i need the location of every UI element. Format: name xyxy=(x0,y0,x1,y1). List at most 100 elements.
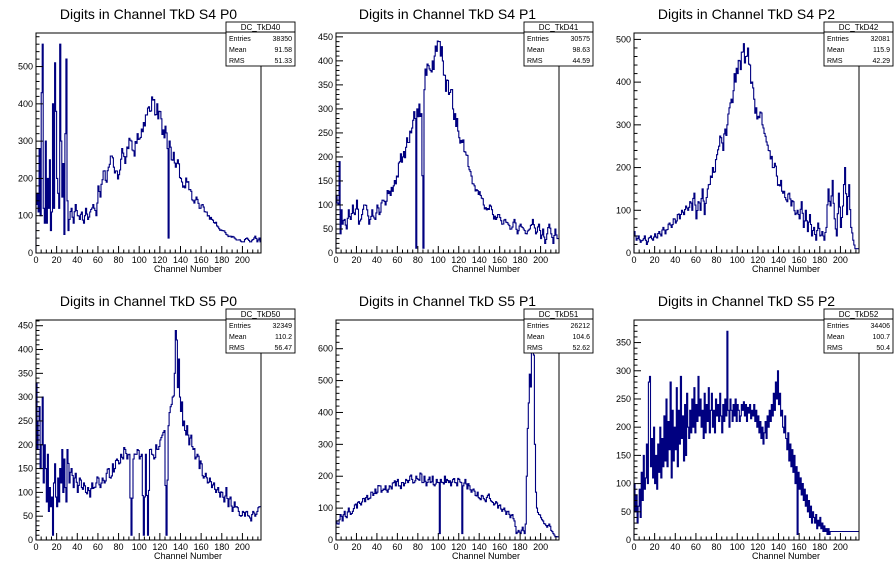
x-tick-label: 160 xyxy=(492,542,507,552)
x-tick-label: 140 xyxy=(771,542,786,552)
y-tick-label: 300 xyxy=(318,439,333,449)
stats-label: Entries xyxy=(827,323,849,330)
stats-label: Mean xyxy=(827,334,845,341)
stats-box-title: DC_TkD42 xyxy=(839,23,879,32)
x-tick-label: 40 xyxy=(372,542,382,552)
y-tick-label: 250 xyxy=(616,394,631,404)
y-tick-label: 100 xyxy=(318,503,333,513)
stats-label: Entries xyxy=(827,36,849,43)
stats-value: 115.9 xyxy=(873,47,890,54)
x-tick-label: 80 xyxy=(712,542,722,552)
x-axis-label: Channel Number xyxy=(154,551,222,561)
stats-label: Mean xyxy=(229,334,247,341)
x-tick-label: 0 xyxy=(33,542,38,552)
panel-6: Digits in Channel TkD S5 P2 0 20 40 60 80 100 1… xyxy=(616,293,894,561)
x-tick-label: 20 xyxy=(52,542,62,552)
stats-label: RMS xyxy=(827,58,843,65)
y-tick-label: 300 xyxy=(616,120,631,130)
y-tick-label: 50 xyxy=(323,224,333,234)
y-tick-label: 400 xyxy=(616,77,631,87)
panel-3: Digits in Channel TkD S4 P2 0 20 40 60 80 100 1… xyxy=(616,6,894,274)
histogram-line xyxy=(35,329,261,540)
y-tick-label: 300 xyxy=(318,104,333,114)
x-tick-label: 80 xyxy=(413,255,423,265)
histogram-line xyxy=(335,40,559,253)
x-tick-label: 200 xyxy=(235,542,250,552)
stats-label: Mean xyxy=(229,47,247,54)
x-tick-label: 20 xyxy=(351,542,361,552)
x-tick-label: 120 xyxy=(451,542,466,552)
y-tick-label: 0 xyxy=(626,535,631,545)
x-tick-label: 0 xyxy=(333,255,338,265)
stats-label: Entries xyxy=(527,323,549,330)
y-tick-label: 150 xyxy=(616,450,631,460)
x-tick-label: 100 xyxy=(730,255,745,265)
y-tick-label: 500 xyxy=(616,34,631,44)
y-tick-label: 250 xyxy=(18,416,33,426)
stats-label: Mean xyxy=(527,47,545,54)
x-axis-label: Channel Number xyxy=(452,551,520,561)
chart-title: Digits in Channel TkD S4 P0 xyxy=(60,6,237,22)
panel-1: Digits in Channel TkD S4 P0 0 20 40 60 80 100 1… xyxy=(18,6,296,274)
stats-label: Mean xyxy=(527,334,545,341)
x-tick-label: 60 xyxy=(392,255,402,265)
y-tick-label: 400 xyxy=(318,56,333,66)
x-tick-label: 140 xyxy=(173,255,188,265)
stats-box: DC_TkD50 Entries 32349 Mean 110.2 RMS 56.47 xyxy=(225,308,296,354)
stats-value: 56.47 xyxy=(274,345,292,352)
stats-value: 52.62 xyxy=(572,345,590,352)
chart-title: Digits in Channel TkD S4 P1 xyxy=(359,6,536,22)
stats-value: 32349 xyxy=(273,323,293,330)
x-tick-label: 160 xyxy=(792,542,807,552)
y-tick-label: 200 xyxy=(616,163,631,173)
stats-value: 91.58 xyxy=(274,47,292,54)
x-tick-label: 160 xyxy=(792,255,807,265)
stats-box-frame xyxy=(523,21,594,67)
stats-value: 32081 xyxy=(871,36,891,43)
y-tick-label: 0 xyxy=(328,248,333,258)
x-tick-label: 160 xyxy=(194,542,209,552)
stats-label: Mean xyxy=(827,47,845,54)
stats-box-frame xyxy=(225,308,296,354)
x-tick-label: 200 xyxy=(235,255,250,265)
stats-value: 51.33 xyxy=(274,58,292,65)
stats-box-frame xyxy=(823,308,894,354)
stats-box: DC_TkD41 Entries 30575 Mean 98.63 RMS 44.59 xyxy=(523,21,594,67)
y-tick-label: 0 xyxy=(328,535,333,545)
y-tick-label: 200 xyxy=(318,152,333,162)
y-tick-label: 300 xyxy=(616,366,631,376)
histogram-line xyxy=(335,329,559,540)
x-tick-label: 140 xyxy=(771,255,786,265)
stats-value: 38350 xyxy=(273,36,293,43)
stats-box-frame xyxy=(823,21,894,67)
x-tick-label: 40 xyxy=(72,255,82,265)
y-tick-label: 250 xyxy=(318,128,333,138)
stats-box-frame xyxy=(225,21,296,67)
stats-value: 26212 xyxy=(571,323,591,330)
x-tick-label: 40 xyxy=(372,255,382,265)
x-tick-label: 20 xyxy=(52,255,62,265)
stats-label: Entries xyxy=(527,36,549,43)
stats-label: RMS xyxy=(229,58,245,65)
plot-frame xyxy=(35,32,262,254)
y-tick-label: 350 xyxy=(18,368,33,378)
x-tick-label: 60 xyxy=(392,542,402,552)
x-tick-label: 200 xyxy=(833,255,848,265)
plot-frame xyxy=(335,319,560,541)
x-tick-label: 180 xyxy=(812,542,827,552)
stats-box-title: DC_TkD41 xyxy=(539,23,579,32)
x-tick-label: 20 xyxy=(650,542,660,552)
stats-box: DC_TkD51 Entries 26212 Mean 104.6 RMS 52.62 xyxy=(523,308,594,354)
x-tick-label: 60 xyxy=(93,542,103,552)
x-tick-label: 120 xyxy=(152,255,167,265)
y-tick-label: 350 xyxy=(318,80,333,90)
y-tick-label: 200 xyxy=(616,422,631,432)
stats-box-title: DC_TkD50 xyxy=(241,310,281,319)
x-tick-label: 20 xyxy=(650,255,660,265)
x-axis-label: Channel Number xyxy=(452,264,520,274)
x-tick-label: 120 xyxy=(152,542,167,552)
panel-4: Digits in Channel TkD S5 P0 0 20 40 60 80 100 1… xyxy=(18,293,296,561)
y-tick-label: 100 xyxy=(616,205,631,215)
x-tick-label: 0 xyxy=(333,542,338,552)
